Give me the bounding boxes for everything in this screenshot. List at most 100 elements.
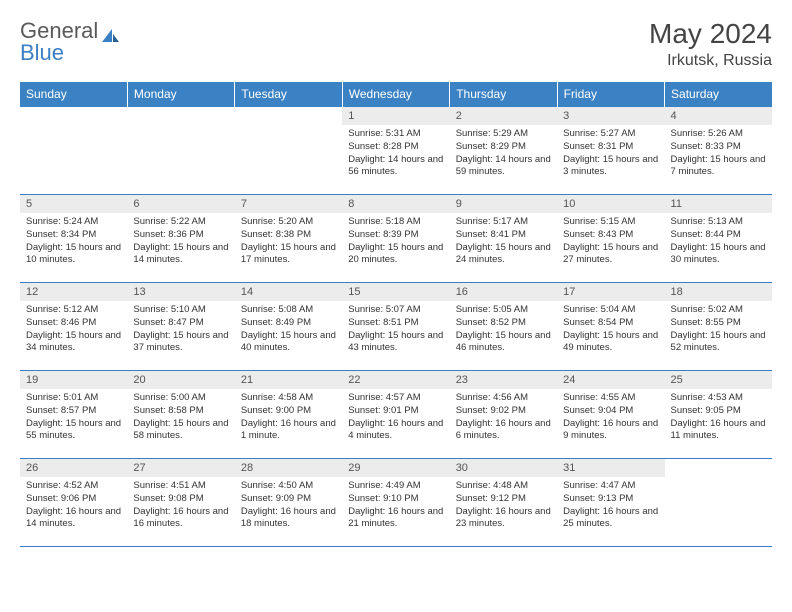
- title-location: Irkutsk, Russia: [649, 52, 772, 70]
- day-number: 9: [450, 195, 557, 213]
- logo-sail-icon: [99, 28, 121, 44]
- day-number: 10: [557, 195, 664, 213]
- weekday-header: Tuesday: [235, 82, 342, 107]
- calendar-table: SundayMondayTuesdayWednesdayThursdayFrid…: [20, 82, 772, 547]
- weekday-header: Saturday: [665, 82, 772, 107]
- weekday-header: Thursday: [450, 82, 557, 107]
- day-number: 3: [557, 107, 664, 125]
- day-details: Sunrise: 5:15 AMSunset: 8:43 PMDaylight:…: [557, 213, 664, 271]
- day-number: 7: [235, 195, 342, 213]
- calendar-day-cell: 9Sunrise: 5:17 AMSunset: 8:41 PMDaylight…: [450, 195, 557, 283]
- calendar-day-cell: 10Sunrise: 5:15 AMSunset: 8:43 PMDayligh…: [557, 195, 664, 283]
- day-number: 12: [20, 283, 127, 301]
- calendar-day-cell: 7Sunrise: 5:20 AMSunset: 8:38 PMDaylight…: [235, 195, 342, 283]
- calendar-day-cell: [665, 459, 772, 547]
- calendar-day-cell: 27Sunrise: 4:51 AMSunset: 9:08 PMDayligh…: [127, 459, 234, 547]
- day-number: 25: [665, 371, 772, 389]
- day-details: Sunrise: 5:26 AMSunset: 8:33 PMDaylight:…: [665, 125, 772, 183]
- day-number: 26: [20, 459, 127, 477]
- day-details: Sunrise: 5:22 AMSunset: 8:36 PMDaylight:…: [127, 213, 234, 271]
- day-number: 11: [665, 195, 772, 213]
- day-details: Sunrise: 4:50 AMSunset: 9:09 PMDaylight:…: [235, 477, 342, 535]
- day-details: Sunrise: 5:18 AMSunset: 8:39 PMDaylight:…: [342, 213, 449, 271]
- calendar-day-cell: 15Sunrise: 5:07 AMSunset: 8:51 PMDayligh…: [342, 283, 449, 371]
- day-number: 20: [127, 371, 234, 389]
- calendar-day-cell: 1Sunrise: 5:31 AMSunset: 8:28 PMDaylight…: [342, 107, 449, 195]
- weekday-header: Friday: [557, 82, 664, 107]
- day-details: Sunrise: 5:24 AMSunset: 8:34 PMDaylight:…: [20, 213, 127, 271]
- calendar-day-cell: 26Sunrise: 4:52 AMSunset: 9:06 PMDayligh…: [20, 459, 127, 547]
- day-details: Sunrise: 5:02 AMSunset: 8:55 PMDaylight:…: [665, 301, 772, 359]
- calendar-day-cell: [235, 107, 342, 195]
- calendar-week-row: 12Sunrise: 5:12 AMSunset: 8:46 PMDayligh…: [20, 283, 772, 371]
- day-details: Sunrise: 5:00 AMSunset: 8:58 PMDaylight:…: [127, 389, 234, 447]
- calendar-day-cell: 14Sunrise: 5:08 AMSunset: 8:49 PMDayligh…: [235, 283, 342, 371]
- day-number: 1: [342, 107, 449, 125]
- calendar-day-cell: 18Sunrise: 5:02 AMSunset: 8:55 PMDayligh…: [665, 283, 772, 371]
- weekday-header: Sunday: [20, 82, 127, 107]
- calendar-day-cell: 16Sunrise: 5:05 AMSunset: 8:52 PMDayligh…: [450, 283, 557, 371]
- day-details: Sunrise: 5:01 AMSunset: 8:57 PMDaylight:…: [20, 389, 127, 447]
- day-number: 23: [450, 371, 557, 389]
- calendar-day-cell: 13Sunrise: 5:10 AMSunset: 8:47 PMDayligh…: [127, 283, 234, 371]
- logo-text-b: Blue: [20, 40, 64, 66]
- day-number: 18: [665, 283, 772, 301]
- day-number: 5: [20, 195, 127, 213]
- calendar-day-cell: 24Sunrise: 4:55 AMSunset: 9:04 PMDayligh…: [557, 371, 664, 459]
- day-number: 22: [342, 371, 449, 389]
- day-details: Sunrise: 4:56 AMSunset: 9:02 PMDaylight:…: [450, 389, 557, 447]
- calendar-day-cell: 22Sunrise: 4:57 AMSunset: 9:01 PMDayligh…: [342, 371, 449, 459]
- logo: GeneralBlue: [20, 18, 121, 66]
- calendar-day-cell: 23Sunrise: 4:56 AMSunset: 9:02 PMDayligh…: [450, 371, 557, 459]
- calendar-day-cell: 28Sunrise: 4:50 AMSunset: 9:09 PMDayligh…: [235, 459, 342, 547]
- header: GeneralBlue May 2024 Irkutsk, Russia: [20, 18, 772, 70]
- calendar-day-cell: 29Sunrise: 4:49 AMSunset: 9:10 PMDayligh…: [342, 459, 449, 547]
- day-number: 14: [235, 283, 342, 301]
- day-details: Sunrise: 5:13 AMSunset: 8:44 PMDaylight:…: [665, 213, 772, 271]
- calendar-day-cell: 31Sunrise: 4:47 AMSunset: 9:13 PMDayligh…: [557, 459, 664, 547]
- weekday-header: Monday: [127, 82, 234, 107]
- calendar-day-cell: 21Sunrise: 4:58 AMSunset: 9:00 PMDayligh…: [235, 371, 342, 459]
- day-details: Sunrise: 5:29 AMSunset: 8:29 PMDaylight:…: [450, 125, 557, 183]
- day-number: 6: [127, 195, 234, 213]
- calendar-day-cell: 19Sunrise: 5:01 AMSunset: 8:57 PMDayligh…: [20, 371, 127, 459]
- calendar-day-cell: 8Sunrise: 5:18 AMSunset: 8:39 PMDaylight…: [342, 195, 449, 283]
- weekday-header: Wednesday: [342, 82, 449, 107]
- calendar-week-row: 19Sunrise: 5:01 AMSunset: 8:57 PMDayligh…: [20, 371, 772, 459]
- weekday-header-row: SundayMondayTuesdayWednesdayThursdayFrid…: [20, 82, 772, 107]
- day-details: Sunrise: 4:53 AMSunset: 9:05 PMDaylight:…: [665, 389, 772, 447]
- day-number: 15: [342, 283, 449, 301]
- day-number: 29: [342, 459, 449, 477]
- day-details: Sunrise: 5:17 AMSunset: 8:41 PMDaylight:…: [450, 213, 557, 271]
- day-number: 28: [235, 459, 342, 477]
- day-details: Sunrise: 4:52 AMSunset: 9:06 PMDaylight:…: [20, 477, 127, 535]
- title-block: May 2024 Irkutsk, Russia: [649, 18, 772, 70]
- day-number: 2: [450, 107, 557, 125]
- day-number: 13: [127, 283, 234, 301]
- day-number: 24: [557, 371, 664, 389]
- calendar-day-cell: 6Sunrise: 5:22 AMSunset: 8:36 PMDaylight…: [127, 195, 234, 283]
- day-number: 21: [235, 371, 342, 389]
- day-number: 4: [665, 107, 772, 125]
- calendar-day-cell: 3Sunrise: 5:27 AMSunset: 8:31 PMDaylight…: [557, 107, 664, 195]
- day-details: Sunrise: 4:49 AMSunset: 9:10 PMDaylight:…: [342, 477, 449, 535]
- day-details: Sunrise: 5:05 AMSunset: 8:52 PMDaylight:…: [450, 301, 557, 359]
- day-number: 8: [342, 195, 449, 213]
- day-details: Sunrise: 5:08 AMSunset: 8:49 PMDaylight:…: [235, 301, 342, 359]
- calendar-day-cell: 30Sunrise: 4:48 AMSunset: 9:12 PMDayligh…: [450, 459, 557, 547]
- calendar-week-row: 5Sunrise: 5:24 AMSunset: 8:34 PMDaylight…: [20, 195, 772, 283]
- calendar-day-cell: 11Sunrise: 5:13 AMSunset: 8:44 PMDayligh…: [665, 195, 772, 283]
- calendar-day-cell: 4Sunrise: 5:26 AMSunset: 8:33 PMDaylight…: [665, 107, 772, 195]
- day-details: Sunrise: 4:55 AMSunset: 9:04 PMDaylight:…: [557, 389, 664, 447]
- day-number: 27: [127, 459, 234, 477]
- day-details: Sunrise: 5:27 AMSunset: 8:31 PMDaylight:…: [557, 125, 664, 183]
- day-details: Sunrise: 5:10 AMSunset: 8:47 PMDaylight:…: [127, 301, 234, 359]
- calendar-day-cell: 12Sunrise: 5:12 AMSunset: 8:46 PMDayligh…: [20, 283, 127, 371]
- day-details: Sunrise: 5:20 AMSunset: 8:38 PMDaylight:…: [235, 213, 342, 271]
- day-number: 30: [450, 459, 557, 477]
- title-month: May 2024: [649, 18, 772, 50]
- day-details: Sunrise: 4:58 AMSunset: 9:00 PMDaylight:…: [235, 389, 342, 447]
- calendar-day-cell: [20, 107, 127, 195]
- day-details: Sunrise: 5:04 AMSunset: 8:54 PMDaylight:…: [557, 301, 664, 359]
- calendar-week-row: 1Sunrise: 5:31 AMSunset: 8:28 PMDaylight…: [20, 107, 772, 195]
